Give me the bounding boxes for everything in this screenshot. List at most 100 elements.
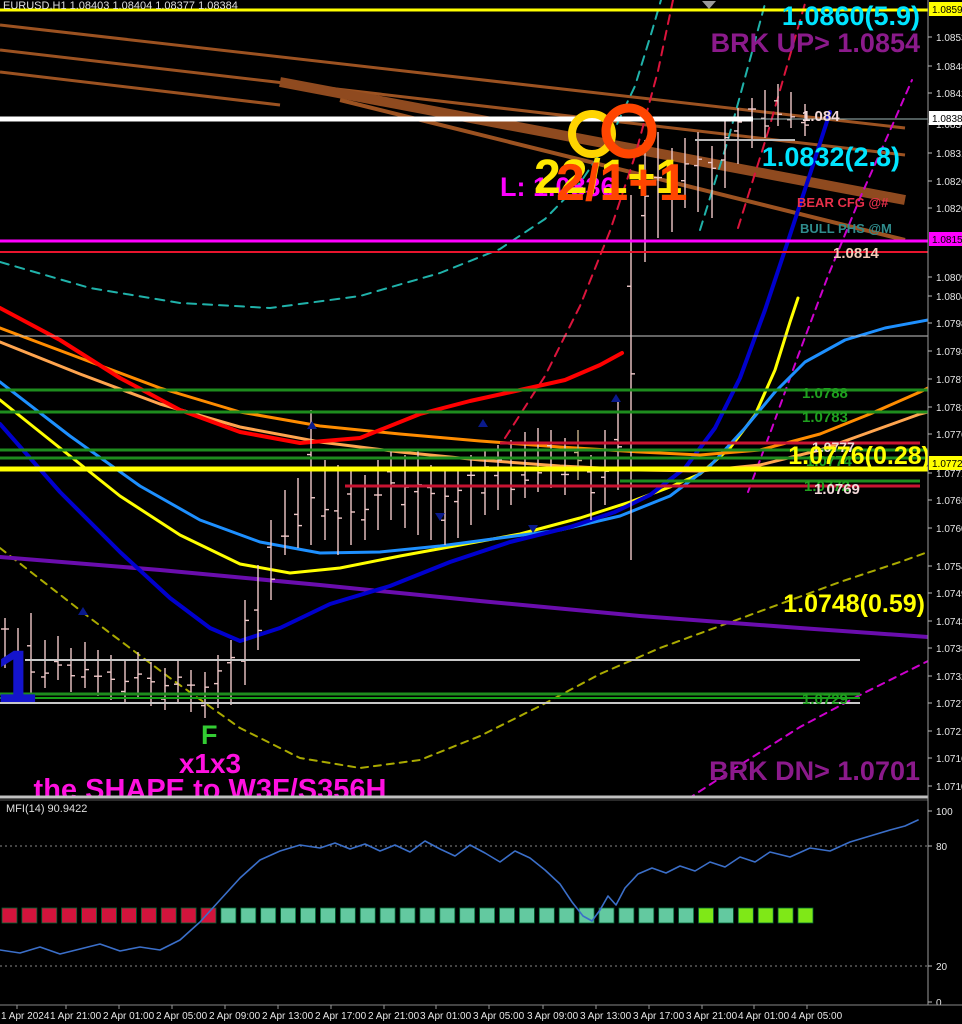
time-axis[interactable]: 1 Apr 2024 1 Apr 21:00 2 Apr 01:00 2 Apr 05…: [0, 1004, 962, 1024]
annotation-label: 1.0774: [806, 453, 853, 470]
ohlc-bar: [614, 400, 622, 490]
annotation-label: BRK DN> 1.0701: [709, 756, 920, 786]
mfi-histogram-squares: [1, 907, 814, 924]
chart-title-quote: EURUSD,H1 1.08403 1.08404 1.08377 1.0838…: [3, 0, 238, 12]
mfi-square: [399, 907, 416, 924]
ohlc-bar: [27, 613, 35, 695]
ohlc-bar: [494, 445, 502, 510]
ohlc-bar: [81, 642, 89, 688]
price-marker-box: [929, 111, 962, 125]
crimson-dashed-1: [504, 0, 674, 439]
orange-ma-1: [0, 326, 928, 457]
annotation-label: the SHAPE to W3F/S356H: [34, 774, 387, 806]
mfi-square: [658, 907, 675, 924]
time-tick-label: 4 Apr 01:00: [738, 1011, 790, 1022]
ohlc-bar: [441, 470, 449, 545]
time-tick-label: 2 Apr 05:00: [156, 1011, 208, 1022]
time-tick-label: 1 Apr 21:00: [50, 1011, 102, 1022]
olive-dashed: [0, 547, 928, 769]
mfi-square: [300, 907, 316, 924]
purple-ma: [0, 555, 928, 639]
mfi-square: [737, 907, 754, 924]
annotation-label: 1.0748(0.59): [783, 590, 925, 618]
mfi-panel[interactable]: [0, 819, 928, 967]
ohlc-bar: [281, 490, 289, 555]
time-tick-label: 3 Apr 01:00: [420, 1011, 472, 1022]
price-tick-label: 1.07270: [936, 699, 962, 710]
price-marker-value: 1.08592: [932, 5, 962, 16]
ohlc-bar: [347, 470, 355, 545]
price-axis[interactable]: 1.08535 1.08480 1.08425 1.08370 1.08315 1.082…: [927, 0, 962, 1024]
price-tick-label: 1.07820: [936, 403, 962, 414]
scroll-marker-icon: [702, 1, 716, 9]
price-marker-value: 1.08384: [932, 114, 962, 125]
annotation-label: 1.0814: [833, 245, 880, 262]
mfi-square: [718, 907, 734, 924]
indicator-tick-label: 100: [936, 807, 953, 818]
annotation-label: F: [201, 720, 218, 750]
price-tick-label: 1.08480: [936, 62, 962, 73]
annotation-label: 2/1+1: [556, 154, 688, 212]
price-tick-label: 1.08205: [936, 204, 962, 215]
price-tick-label: 1.07655: [936, 496, 962, 507]
ohlc-bar: [761, 90, 769, 138]
price-tick-label: 1.07215: [936, 727, 962, 738]
ohlc-bar: [574, 430, 582, 480]
mfi-square: [439, 907, 456, 924]
indicator-tick-label: 80: [936, 842, 948, 853]
ohlc-bar: [334, 465, 342, 555]
annotation-label: 1: [0, 635, 37, 718]
mfi-line: [0, 819, 919, 955]
time-tick-label: 3 Apr 05:00: [473, 1011, 525, 1022]
indicator-curves: [0, 0, 928, 796]
red-ma: [0, 306, 624, 445]
teal-dashed-2: [699, 0, 767, 231]
annotation-label: 22/1+1: [534, 151, 682, 204]
time-tick-label: 3 Apr 17:00: [633, 1011, 685, 1022]
ohlc-bar: [654, 132, 662, 238]
price-tick-label: 1.07600: [936, 524, 962, 535]
ohlc-bar: [14, 628, 22, 700]
mfi-square: [558, 907, 575, 924]
mfi-square: [419, 907, 436, 924]
ohlc-bar: [627, 195, 635, 560]
price-tick-label: 1.07105: [936, 782, 962, 793]
annotation-label: L: 1.0836: [500, 172, 616, 202]
ohlc-bar: [1, 618, 9, 668]
main-chart-area[interactable]: 1 1.0860(5.9)BRK UP> 1.0854 1.0832(2.8) BEA…: [0, 0, 930, 806]
mfi-square: [359, 907, 376, 924]
annotation-label: BRK UP> 1.0854: [711, 28, 920, 58]
mfi-square: [638, 907, 655, 924]
mfi-square: [538, 907, 555, 924]
mfi-square: [21, 907, 38, 924]
panel-separator[interactable]: [0, 795, 962, 801]
time-tick-label: 1 Apr 2024: [1, 1011, 50, 1022]
ohlc-bar: [374, 460, 382, 530]
price-marker-box: [929, 2, 962, 16]
mfi-square: [459, 907, 476, 924]
mfi-square: [339, 907, 356, 924]
annotation-label: 1.0776(0.28): [788, 442, 930, 470]
price-tick-label: 1.07435: [936, 617, 962, 628]
mfi-square: [479, 907, 496, 924]
mfi-square: [319, 907, 336, 924]
annotation-label: x1x3: [179, 748, 241, 779]
price-tick-label: 1.07545: [936, 562, 962, 573]
mfi-square: [698, 907, 714, 924]
crimson-dashed-2: [737, 0, 807, 229]
price-tick-label: 1.08425: [936, 89, 962, 100]
price-tick-label: 1.07765: [936, 430, 962, 441]
price-marker-box: [929, 232, 962, 246]
mfi-square: [757, 907, 774, 924]
mfi-square: [598, 907, 615, 924]
price-tick-label: 1.07710: [936, 469, 962, 480]
trend-channel-lines: [0, 23, 906, 242]
time-tick-label: 2 Apr 13:00: [262, 1011, 314, 1022]
mfi-square: [61, 907, 78, 924]
price-tick-label: 1.07490: [936, 589, 962, 600]
annotation-label: BULL PHS @M: [800, 221, 892, 236]
ohlc-bar: [267, 520, 275, 600]
